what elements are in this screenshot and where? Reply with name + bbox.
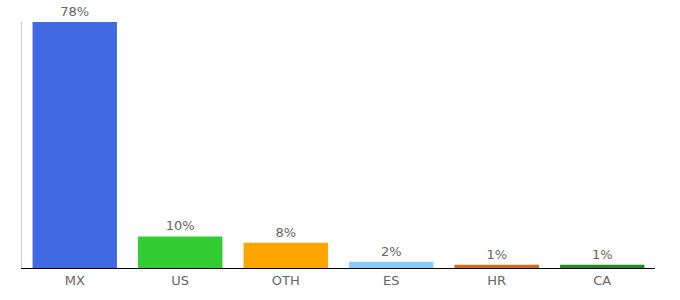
svg-text:8%: 8%	[275, 225, 296, 240]
svg-text:HR: HR	[487, 273, 506, 288]
svg-text:US: US	[171, 273, 189, 288]
svg-text:1%: 1%	[486, 247, 507, 262]
svg-text:MX: MX	[65, 273, 85, 288]
svg-text:OTH: OTH	[272, 273, 300, 288]
svg-text:CA: CA	[593, 273, 611, 288]
svg-text:ES: ES	[383, 273, 399, 288]
svg-text:2%: 2%	[381, 244, 402, 259]
svg-text:10%: 10%	[166, 218, 195, 233]
svg-text:78%: 78%	[60, 4, 89, 19]
svg-text:1%: 1%	[592, 247, 613, 262]
